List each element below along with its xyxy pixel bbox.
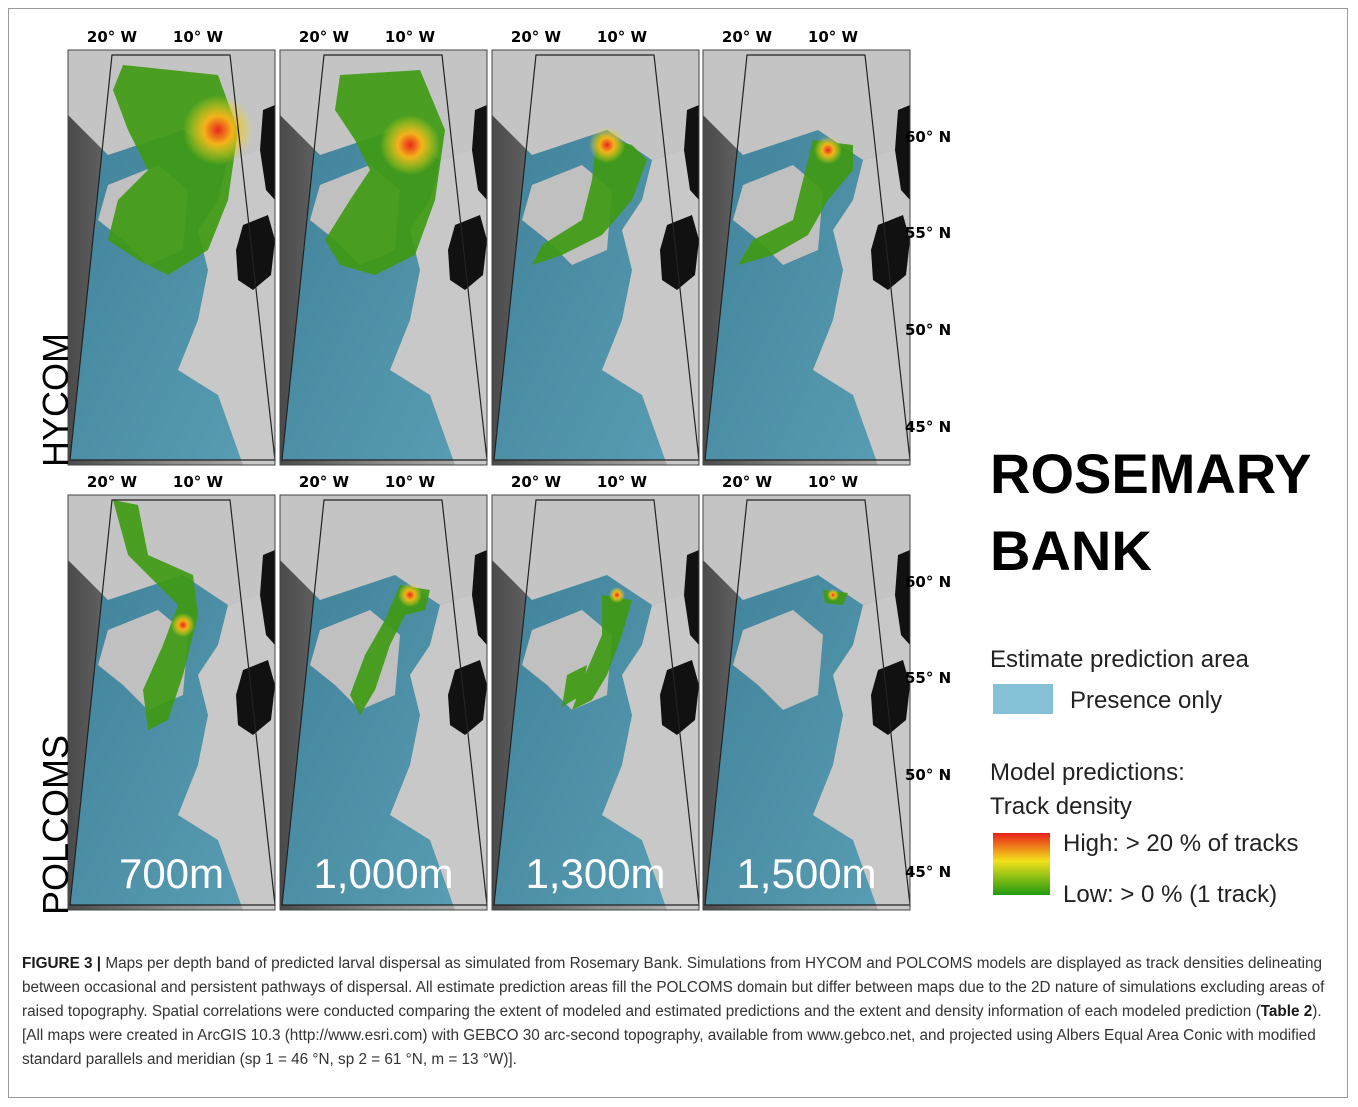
density-hotspot bbox=[398, 583, 422, 607]
legend-item: Presence only bbox=[1070, 687, 1222, 714]
map-panel bbox=[68, 50, 275, 465]
map-panel bbox=[492, 50, 699, 465]
legend-heading: Track density bbox=[990, 793, 1132, 820]
density-hotspot bbox=[380, 115, 440, 175]
longitude-label: 20° W bbox=[87, 473, 138, 491]
longitude-label: 10° W bbox=[385, 28, 436, 46]
title-line: BANK bbox=[990, 519, 1152, 582]
latitude-label: 45° N bbox=[905, 418, 951, 436]
latitude-label: 60° N bbox=[905, 128, 951, 146]
caption: FIGURE 3 | Maps per depth band of predic… bbox=[22, 952, 1332, 1072]
longitude-label: 10° W bbox=[385, 473, 436, 491]
map-panel bbox=[703, 50, 910, 465]
legend-heading: Model predictions: bbox=[990, 759, 1185, 786]
latitude-label: 55° N bbox=[905, 224, 951, 242]
density-hotspot bbox=[183, 95, 253, 165]
map-panel: 1,300m bbox=[492, 495, 699, 910]
longitude-label: 10° W bbox=[597, 473, 648, 491]
latitude-label: 50° N bbox=[905, 766, 951, 784]
density-hotspot bbox=[827, 589, 839, 601]
longitude-label: 10° W bbox=[808, 473, 859, 491]
caption-text: Maps per depth band of predicted larval … bbox=[22, 955, 1324, 1020]
row-label: POLCOMS bbox=[35, 735, 76, 915]
latitude-label: 60° N bbox=[905, 573, 951, 591]
longitude-label: 10° W bbox=[173, 473, 224, 491]
row-label: HYCOM bbox=[35, 333, 76, 467]
longitude-label: 20° W bbox=[87, 28, 138, 46]
legend-gradient bbox=[993, 833, 1050, 895]
depth-label: 1,000m bbox=[313, 850, 453, 897]
map-panel bbox=[280, 50, 487, 465]
legend-item: High: > 20 % of tracks bbox=[1063, 830, 1298, 857]
map-panel: 700m bbox=[68, 495, 275, 910]
title-line: ROSEMARY bbox=[990, 442, 1312, 505]
density-hotspot bbox=[171, 613, 195, 637]
legend-heading: Estimate prediction area bbox=[990, 646, 1249, 673]
latitude-label: 45° N bbox=[905, 863, 951, 881]
longitude-label: 10° W bbox=[597, 28, 648, 46]
latitude-label: 55° N bbox=[905, 669, 951, 687]
map-panel: 1,500m bbox=[703, 495, 910, 910]
longitude-label: 10° W bbox=[808, 28, 859, 46]
map-panel: 1,000m bbox=[280, 495, 487, 910]
longitude-label: 20° W bbox=[511, 473, 562, 491]
longitude-label: 20° W bbox=[722, 28, 773, 46]
longitude-label: 20° W bbox=[511, 28, 562, 46]
depth-label: 1,300m bbox=[525, 850, 665, 897]
caption-label: FIGURE 3 | bbox=[22, 955, 101, 972]
density-hotspot bbox=[814, 136, 842, 164]
legend-swatch bbox=[993, 684, 1053, 714]
depth-label: 1,500m bbox=[736, 850, 876, 897]
table-ref: Table 2 bbox=[1261, 1003, 1313, 1020]
longitude-label: 20° W bbox=[299, 473, 350, 491]
depth-label: 700m bbox=[119, 850, 224, 897]
latitude-label: 50° N bbox=[905, 321, 951, 339]
figure: ROSEMARY BANK Estimate prediction area P… bbox=[0, 0, 1358, 935]
longitude-label: 10° W bbox=[173, 28, 224, 46]
longitude-label: 20° W bbox=[722, 473, 773, 491]
density-hotspot bbox=[609, 587, 625, 603]
legend-item: Low: > 0 % (1 track) bbox=[1063, 881, 1277, 908]
density-hotspot bbox=[589, 127, 625, 163]
longitude-label: 20° W bbox=[299, 28, 350, 46]
